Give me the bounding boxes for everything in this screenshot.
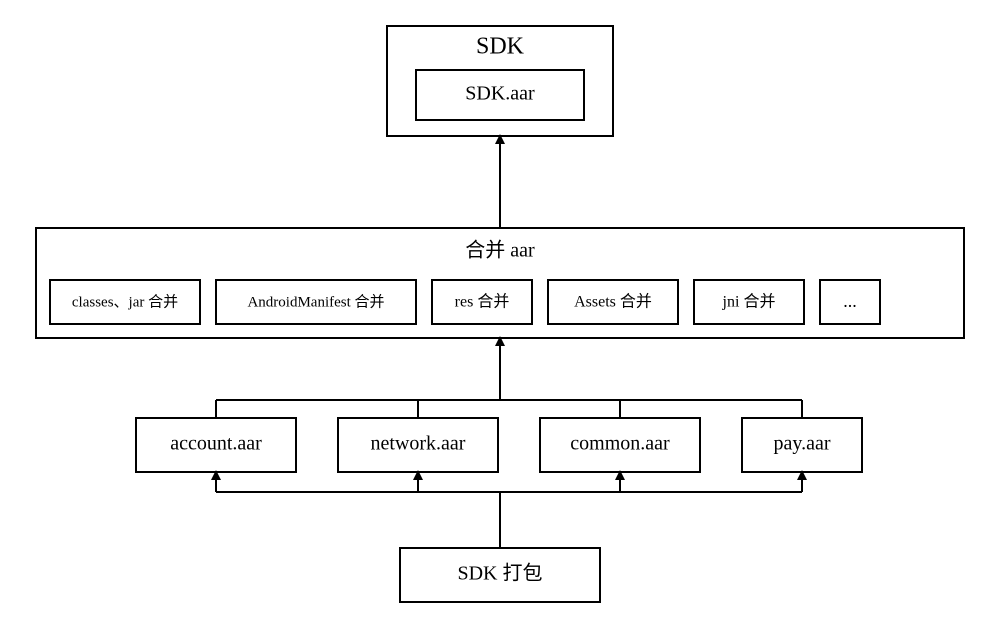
module-label-1: network.aar — [371, 433, 466, 455]
merge-item-label-3: Assets 合并 — [574, 293, 652, 311]
sdk-title: SDK — [476, 34, 525, 60]
merge-item-label-5: ... — [843, 291, 857, 311]
module-label-2: common.aar — [570, 433, 670, 455]
merge-title: 合并 aar — [465, 239, 535, 262]
merge-item-label-4: jni 合并 — [722, 293, 776, 311]
merge-item-label-0: classes、jar 合并 — [72, 293, 178, 310]
module-label-0: account.aar — [170, 433, 262, 455]
module-label-3: pay.aar — [774, 433, 831, 455]
sdk-inner-label: SDK.aar — [465, 83, 535, 105]
merge-item-label-1: AndroidManifest 合并 — [247, 293, 384, 310]
packager-label: SDK 打包 — [457, 562, 542, 585]
merge-item-label-2: res 合并 — [455, 293, 510, 311]
